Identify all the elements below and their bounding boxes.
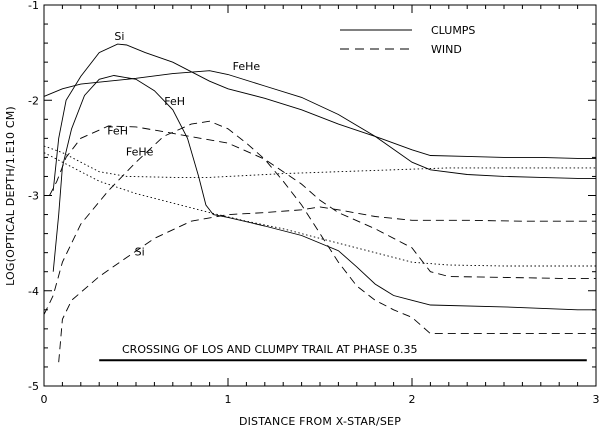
- series-line-2-solid: [52, 75, 596, 311]
- curve-label: FeH: [107, 125, 128, 138]
- y-tick-label: -4: [28, 285, 39, 298]
- x-tick-label: 0: [41, 393, 48, 406]
- curve-label: Si: [114, 30, 124, 43]
- axis-ticks: 0 1 2 3 -1 -2 -3 -4 -5: [28, 0, 599, 406]
- plot-frame: [43, 4, 597, 387]
- series-line-3-dashed: [49, 125, 596, 279]
- series-line-1-solid: [43, 70, 596, 179]
- curve-label: FeHe: [233, 60, 261, 73]
- curve-label: Si: [135, 246, 145, 259]
- series-group: [43, 43, 596, 363]
- legend-label-wind: WIND: [431, 43, 462, 56]
- series-line-0-solid: [52, 43, 596, 191]
- x-tick-label: 1: [225, 393, 232, 406]
- x-tick-label: 2: [409, 393, 416, 406]
- curve-label: FeHe: [126, 145, 154, 158]
- legend-label-clumps: CLUMPS: [431, 24, 475, 37]
- y-tick-label: -5: [28, 380, 39, 393]
- y-tick-label: -2: [28, 94, 39, 107]
- y-tick-label: -3: [28, 190, 39, 203]
- x-axis-label: DISTANCE FROM X-STAR/SEP: [239, 415, 401, 428]
- phase-annotation: CROSSING OF LOS AND CLUMPY TRAIL AT PHAS…: [122, 343, 417, 356]
- y-tick-label: -1: [28, 0, 39, 12]
- series-line-5-dashed: [58, 206, 596, 363]
- legend: CLUMPS WIND: [340, 24, 475, 56]
- series-line-4-dashed: [43, 120, 596, 335]
- series-line-7-dotted: [43, 152, 596, 267]
- x-tick-label: 3: [593, 393, 600, 406]
- y-axis-label: LOG(OPTICAL DEPTH/1.E10 CM): [4, 106, 17, 286]
- curve-label: FeH: [164, 95, 185, 108]
- curve-labels: Si FeHe FeH FeH FeHe Si: [107, 30, 260, 258]
